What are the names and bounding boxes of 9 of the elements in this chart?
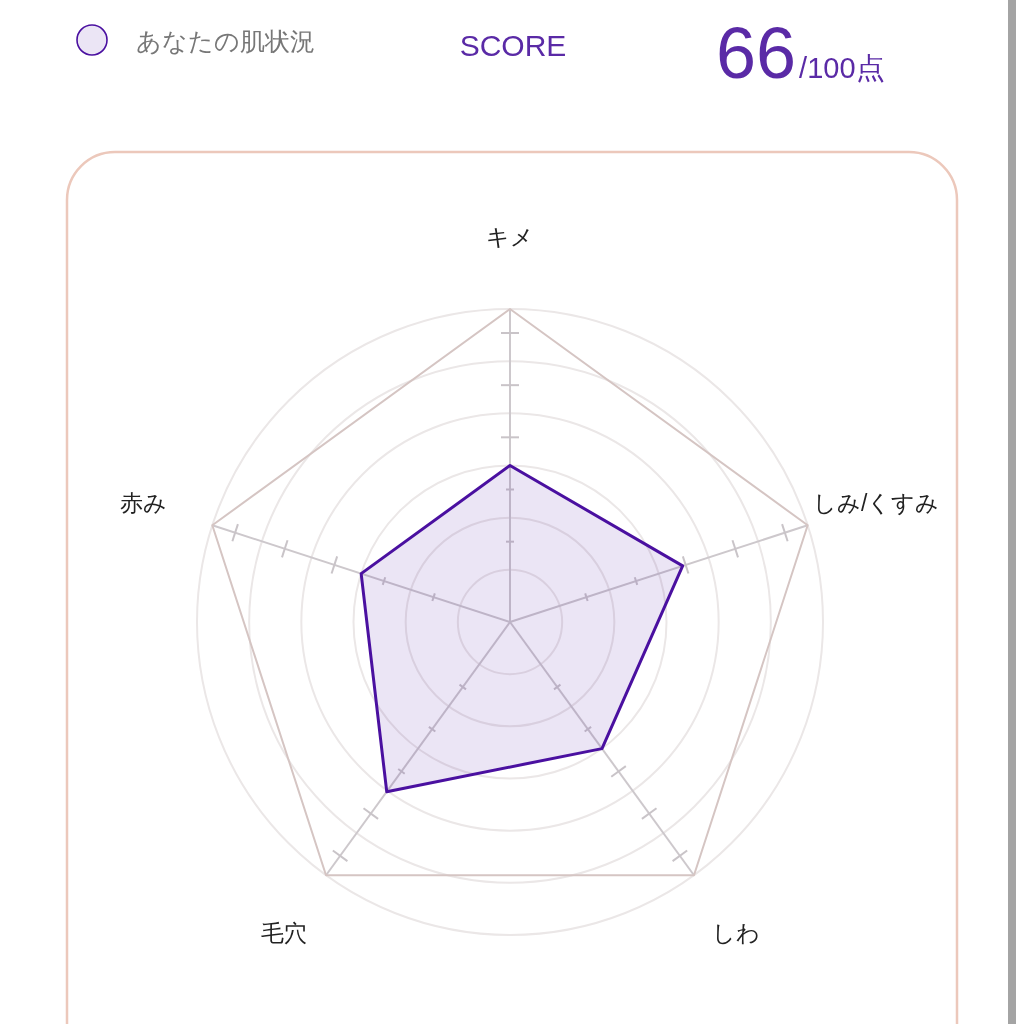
axis-label: 毛穴 [260, 920, 307, 947]
axis-label: しみ/くすみ [812, 490, 940, 517]
legend-label: あなたの肌状況 [136, 27, 315, 55]
title: SCORE [459, 29, 567, 62]
axis-label: しわ [712, 920, 761, 947]
axis-label: 赤み [120, 490, 168, 517]
annotation: /100点 [799, 52, 885, 84]
annotation: 66 [716, 13, 797, 93]
axis-label: キメ [486, 224, 534, 250]
